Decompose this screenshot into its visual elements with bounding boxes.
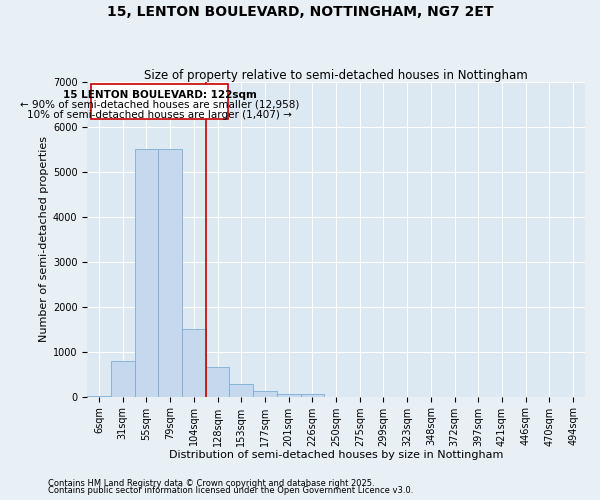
Text: ← 90% of semi-detached houses are smaller (12,958): ← 90% of semi-detached houses are smalle… (20, 100, 299, 110)
Title: Size of property relative to semi-detached houses in Nottingham: Size of property relative to semi-detach… (144, 69, 528, 82)
Bar (134, 150, 158, 396)
Text: 15, LENTON BOULEVARD, NOTTINGHAM, NG7 2ET: 15, LENTON BOULEVARD, NOTTINGHAM, NG7 2E… (107, 5, 493, 19)
Bar (253, 391, 277, 396)
Y-axis label: Number of semi-detached properties: Number of semi-detached properties (38, 136, 49, 342)
Text: 15 LENTON BOULEVARD: 122sqm: 15 LENTON BOULEVARD: 122sqm (62, 90, 256, 100)
Bar (182, 329, 206, 396)
Bar (229, 384, 253, 396)
FancyBboxPatch shape (91, 84, 228, 119)
Bar (301, 394, 324, 396)
Bar (158, 150, 182, 396)
Text: Contains public sector information licensed under the Open Government Licence v3: Contains public sector information licen… (48, 486, 413, 495)
Bar (277, 394, 301, 396)
Text: 10% of semi-detached houses are larger (1,407) →: 10% of semi-detached houses are larger (… (27, 110, 292, 120)
X-axis label: Distribution of semi-detached houses by size in Nottingham: Distribution of semi-detached houses by … (169, 450, 503, 460)
Bar (111, 360, 134, 396)
Text: Contains HM Land Registry data © Crown copyright and database right 2025.: Contains HM Land Registry data © Crown c… (48, 478, 374, 488)
Bar (206, 368, 229, 396)
